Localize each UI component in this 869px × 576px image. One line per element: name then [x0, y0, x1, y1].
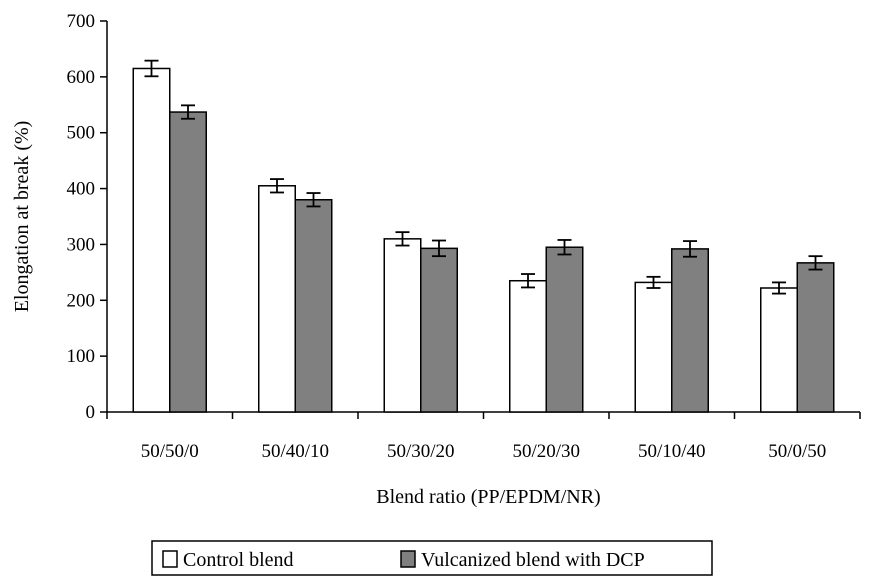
bars [132, 59, 835, 413]
bar-control [383, 238, 422, 413]
legend-label: Vulcanized blend with DCP [421, 549, 645, 571]
bar-control [132, 67, 171, 413]
y-tick-label: 500 [67, 123, 96, 144]
y-tick-label: 300 [67, 234, 96, 255]
legend: Control blend Vulcanized blend with DCP [151, 540, 713, 576]
legend-label: Control blend [183, 549, 294, 571]
x-tick-label: 50/40/10 [261, 441, 329, 462]
bar-vulcanized [420, 247, 458, 413]
y-tick-label: 400 [67, 179, 96, 200]
y-tick-label: 0 [86, 402, 96, 423]
y-axis-title: Elongation at break (%) [11, 121, 33, 313]
tick-labels: 0 100 200 300 400 500 600 700 50/50/0 50/40/10 50/… [67, 11, 827, 462]
y-tick-label: 200 [67, 290, 96, 311]
legend-box [151, 540, 713, 576]
bar-vulcanized [545, 246, 584, 413]
bar-control [634, 281, 673, 413]
axes [100, 20, 861, 419]
y-tick-label: 100 [67, 346, 96, 367]
y-tick-label: 600 [67, 67, 96, 88]
y-tick-label: 700 [67, 11, 96, 32]
bar-control [258, 185, 296, 413]
x-tick-label: 50/0/50 [768, 441, 826, 462]
bar-vulcanized [294, 198, 333, 413]
bar-vulcanized [796, 262, 835, 413]
x-tick-label: 50/50/0 [141, 441, 199, 462]
bar-control [760, 287, 798, 413]
bar-vulcanized [169, 111, 207, 413]
x-tick-label: 50/10/40 [638, 441, 706, 462]
legend-swatch [400, 550, 416, 568]
x-tick-label: 50/20/30 [512, 441, 580, 462]
bar-control [509, 279, 547, 413]
x-axis-title: Blend ratio (PP/EPDM/NR) [376, 486, 600, 508]
legend-swatch [162, 550, 178, 568]
x-tick-label: 50/30/20 [387, 441, 455, 462]
bar-vulcanized [671, 248, 709, 413]
